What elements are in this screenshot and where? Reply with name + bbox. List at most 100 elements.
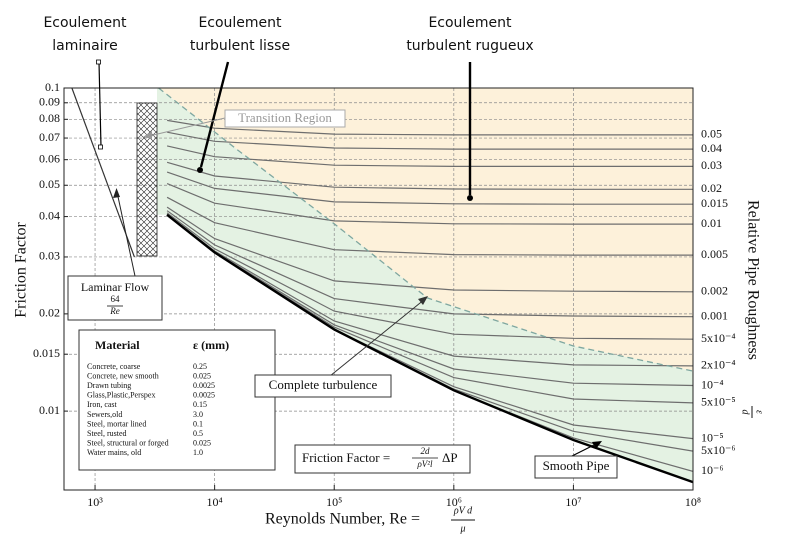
roughness-curve [166, 171, 693, 205]
table-cell: 0.0025 [193, 381, 215, 390]
arrow-head [592, 441, 602, 449]
table-cell: 3.0 [193, 410, 203, 419]
y-tick-label: 0.07 [39, 130, 60, 144]
y-tick-label: 0.06 [39, 151, 60, 165]
table-cell: 0.5 [193, 429, 203, 438]
smooth-label: Smooth Pipe [543, 458, 610, 473]
table-cell: Iron, cast [87, 400, 118, 409]
formula-num: 2d [421, 446, 431, 456]
roughness-label: 0.015 [701, 196, 728, 210]
table-cell: 0.025 [193, 371, 211, 380]
y2-axis-title-num: ε [754, 410, 765, 414]
table-cell: Sewers,old [87, 410, 122, 419]
pointer [98, 61, 102, 148]
x-tick-label: 10⁶ [446, 495, 462, 509]
y-axis-title: Friction Factor [13, 222, 30, 318]
y-tick-label: 0.015 [33, 346, 60, 360]
transition-turbulent-region [157, 88, 693, 483]
roughness-label: 0.005 [701, 247, 728, 261]
annotation: Ecoulement [43, 15, 127, 31]
turbulence-label: Complete turbulence [269, 377, 378, 392]
roughness-label: 5x10⁻⁵ [701, 395, 736, 409]
formula-den: ρV²l [416, 459, 433, 469]
table-header: ε (mm) [193, 338, 229, 352]
table-cell: 1.0 [193, 448, 203, 457]
table-cell: Steel, structural or forged [87, 439, 169, 448]
pointer-end [96, 59, 101, 65]
x-tick-label: 10⁷ [565, 495, 581, 509]
transition-label: Transition Region [238, 110, 332, 125]
roughness-label: 0.002 [701, 284, 728, 298]
plot-frame [63, 87, 694, 491]
roughness-label: 10⁻⁶ [701, 463, 724, 477]
y2-axis-title: Relative Pipe Roughness ε d [740, 200, 765, 418]
y-tick-label: 0.02 [39, 306, 60, 320]
annotation: laminaire [52, 38, 117, 54]
y-tick-label: 0.04 [39, 208, 60, 222]
turbulence-label-box [254, 374, 392, 398]
annotation: turbulent lisse [190, 38, 290, 54]
y-tick-label: 0.09 [39, 95, 60, 109]
annotation: Ecoulement [428, 15, 512, 31]
x-axis-title-text: Reynolds Number, Re = [265, 511, 420, 528]
smooth-label-box [534, 455, 618, 479]
curves [71, 88, 693, 484]
table-cell: 0.1 [193, 419, 203, 428]
pointer [199, 61, 230, 168]
table-cell: Drawn tubing [87, 381, 131, 390]
roughness-curve [166, 212, 693, 340]
rough-region [158, 88, 693, 372]
pointer [116, 191, 136, 277]
table-cell: Concrete, coarse [87, 362, 141, 371]
y-tick-label: 0.03 [39, 249, 60, 263]
roughness-label: 5x10⁻⁶ [701, 443, 736, 457]
roughness-curve [166, 131, 693, 150]
table-cell: 0.025 [193, 439, 211, 448]
table-cell: Concrete, new smooth [87, 371, 159, 380]
y-tick-label: 0.08 [39, 111, 60, 125]
pointer-end [197, 167, 203, 173]
annotation: Ecoulement [198, 15, 282, 31]
roughness-label: 0.04 [701, 141, 722, 155]
roughness-label: 0.01 [701, 216, 722, 230]
roughness-label: 10⁻⁴ [701, 377, 724, 391]
arrow-head [418, 296, 428, 305]
material-table: Material ε (mm) Concrete, coarse 0.25 Concre… [78, 329, 276, 471]
table-box [78, 329, 276, 471]
roughness-label: 10⁻⁵ [701, 430, 724, 444]
annotation: turbulent rugueux [406, 38, 533, 54]
laminar-label: Laminar Flow [81, 280, 150, 294]
roughness-label: 5x10⁻⁴ [701, 331, 736, 345]
axes: 0.10.090.080.070.060.050.040.030.020.015… [33, 80, 736, 509]
table-cell: 0.0025 [193, 391, 215, 400]
roughness-curve [166, 183, 693, 225]
roughness-label: 0.05 [701, 127, 722, 141]
y-tick-label: 0.1 [45, 80, 60, 94]
arrow-head [113, 188, 120, 198]
formula-lhs: Friction Factor = [302, 450, 390, 465]
table-cell: Steel, mortar lined [87, 419, 146, 428]
y-tick-label: 0.01 [39, 403, 60, 417]
flow-annotations: Ecoulement laminaire Ecoulement turbulen… [43, 15, 534, 201]
roughness-label: 2x10⁻⁴ [701, 358, 736, 372]
y2-axis-title-text: Relative Pipe Roughness [744, 200, 761, 360]
laminar-formula-num: 64 [111, 294, 121, 304]
table-header: Material [95, 338, 140, 352]
laminar-formula-den: Re [109, 306, 120, 316]
roughness-label: 0.03 [701, 158, 722, 172]
roughness-label: 0.001 [701, 308, 728, 322]
table-cell: 0.25 [193, 362, 207, 371]
roughness-curve [166, 161, 693, 190]
transition-label-box [224, 109, 346, 128]
roughness-label: 0.02 [701, 181, 722, 195]
roughness-curve [167, 119, 693, 136]
x-axis-title: Reynolds Number, Re = ρV d μ [265, 505, 475, 534]
table-cell: 0.15 [193, 400, 207, 409]
table-cell: Glass,Plastic,Perspex [87, 391, 155, 400]
x-tick-label: 10⁸ [685, 495, 701, 509]
x-tick-label: 10⁴ [207, 495, 223, 509]
pointer-end [467, 195, 473, 201]
x-axis-title-den: μ [459, 523, 465, 534]
laminar-label-box [67, 275, 163, 321]
